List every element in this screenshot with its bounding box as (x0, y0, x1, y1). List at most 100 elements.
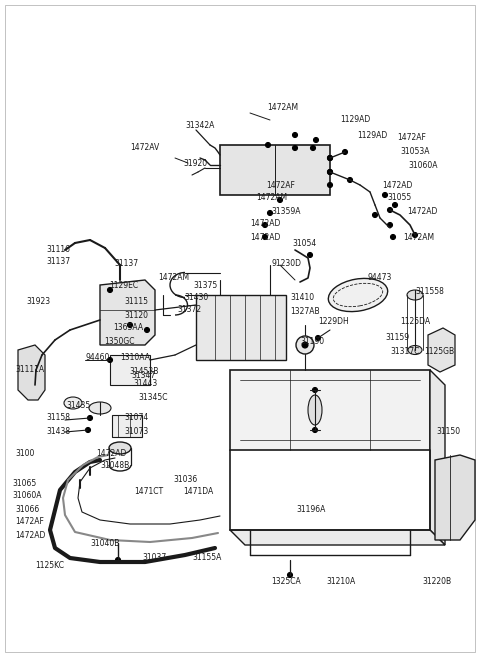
Text: 1325CA: 1325CA (271, 578, 301, 587)
Circle shape (116, 558, 120, 562)
Circle shape (327, 156, 333, 160)
Text: 1310AA: 1310AA (120, 353, 150, 363)
Circle shape (277, 198, 283, 202)
Text: 31435: 31435 (66, 401, 90, 409)
Circle shape (343, 150, 348, 154)
Circle shape (144, 327, 149, 332)
Polygon shape (18, 345, 45, 400)
Circle shape (87, 415, 93, 420)
Circle shape (387, 223, 393, 227)
Ellipse shape (407, 290, 423, 300)
Text: 311558: 311558 (415, 288, 444, 296)
Text: 31074: 31074 (124, 413, 148, 422)
Ellipse shape (308, 395, 322, 425)
Polygon shape (430, 370, 445, 545)
Circle shape (267, 210, 273, 215)
Text: 31150: 31150 (436, 428, 460, 436)
Text: 31120: 31120 (124, 311, 148, 319)
Text: 31920: 31920 (183, 158, 207, 168)
Circle shape (85, 428, 91, 432)
Circle shape (412, 233, 418, 237)
Text: 31347: 31347 (131, 371, 155, 380)
Text: 31137: 31137 (114, 258, 138, 267)
Bar (196, 295, 286, 360)
Circle shape (263, 223, 267, 227)
Ellipse shape (64, 397, 82, 409)
Text: 1229DH: 1229DH (318, 317, 349, 327)
Text: 1129AD: 1129AD (340, 116, 370, 124)
Text: 1472AD: 1472AD (250, 233, 280, 242)
Circle shape (327, 170, 333, 175)
Text: 31438: 31438 (46, 426, 70, 436)
Circle shape (265, 143, 271, 148)
Text: 1472AF: 1472AF (397, 133, 426, 143)
Text: 31060A: 31060A (12, 491, 41, 501)
Text: 31159: 31159 (385, 334, 409, 342)
Text: 31065: 31065 (12, 478, 36, 487)
Circle shape (108, 357, 112, 363)
Text: 3100: 3100 (15, 449, 35, 457)
Circle shape (288, 572, 292, 578)
Ellipse shape (408, 346, 422, 355)
Text: 94460: 94460 (85, 353, 109, 363)
Circle shape (327, 170, 333, 175)
Text: 1472AM: 1472AM (403, 233, 434, 242)
Text: 1125GB: 1125GB (424, 346, 454, 355)
Text: 31317C: 31317C (390, 346, 420, 355)
Ellipse shape (89, 402, 111, 414)
Text: 31210A: 31210A (326, 578, 355, 587)
Text: 31037: 31037 (142, 553, 166, 562)
Circle shape (263, 235, 267, 240)
Text: 1327AB: 1327AB (290, 307, 320, 315)
Circle shape (315, 336, 321, 340)
Text: 31430: 31430 (184, 294, 208, 302)
Circle shape (313, 137, 319, 143)
Polygon shape (428, 328, 455, 372)
Circle shape (308, 252, 312, 258)
Text: 31073: 31073 (124, 426, 148, 436)
Circle shape (128, 323, 132, 327)
Circle shape (311, 145, 315, 150)
Bar (220, 145, 330, 195)
Text: 1472AM: 1472AM (256, 194, 287, 202)
Text: 31372: 31372 (177, 304, 201, 313)
Text: 1471DA: 1471DA (183, 487, 213, 497)
Text: 1125KC: 1125KC (35, 560, 64, 570)
Text: 31359A: 31359A (271, 206, 300, 215)
Text: 31053A: 31053A (400, 148, 430, 156)
Circle shape (292, 133, 298, 137)
Text: 31036: 31036 (173, 474, 197, 484)
Circle shape (302, 342, 308, 348)
Circle shape (312, 388, 317, 392)
Ellipse shape (296, 336, 314, 354)
Ellipse shape (109, 442, 131, 454)
Text: 31060A: 31060A (408, 160, 437, 170)
Circle shape (292, 145, 298, 150)
Bar (110, 355, 150, 385)
Text: 1365AA: 1365AA (113, 323, 143, 332)
Polygon shape (230, 530, 445, 545)
Text: 31923: 31923 (26, 298, 50, 307)
Bar (112, 415, 142, 437)
Polygon shape (230, 370, 430, 450)
Text: 31220B: 31220B (422, 578, 451, 587)
Text: 91230D: 91230D (271, 258, 301, 267)
Text: 1350GC: 1350GC (104, 336, 134, 346)
Text: 1472AV: 1472AV (130, 143, 159, 152)
Circle shape (327, 183, 333, 187)
Text: 31342A: 31342A (185, 122, 215, 131)
Text: 1472AF: 1472AF (266, 181, 295, 189)
Text: 31155A: 31155A (192, 553, 221, 562)
Circle shape (383, 193, 387, 198)
Circle shape (393, 202, 397, 208)
Text: 31137: 31137 (46, 258, 70, 267)
Text: 31111A: 31111A (15, 365, 44, 374)
Text: 1472AD: 1472AD (15, 530, 46, 539)
Text: 31116: 31116 (46, 244, 70, 254)
Text: 31375: 31375 (193, 281, 217, 290)
Text: 1472AD: 1472AD (382, 181, 412, 189)
Text: 31190: 31190 (300, 338, 324, 346)
Text: 31055: 31055 (387, 194, 411, 202)
Polygon shape (435, 455, 475, 540)
Circle shape (108, 288, 112, 292)
